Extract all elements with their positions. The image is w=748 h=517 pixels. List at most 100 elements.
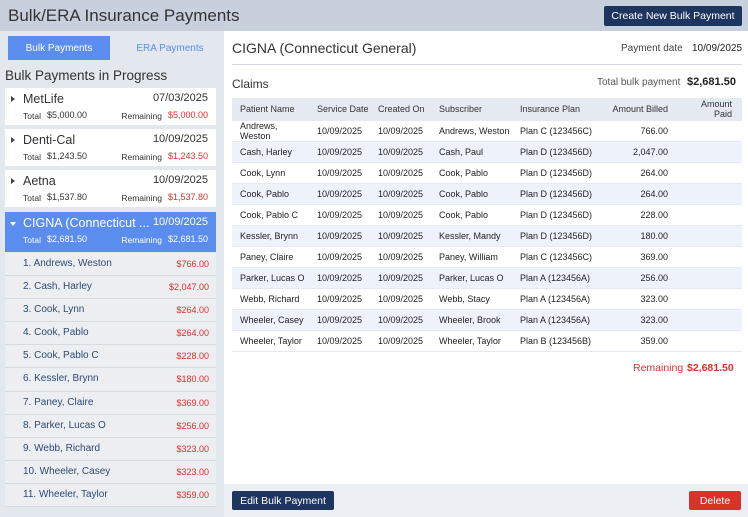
payment-card[interactable]: Denti-Cal10/09/2025Total$1,243.50Remaini… [5,129,216,166]
claim-item[interactable]: 4. Cook, Pablo$264.00 [5,322,216,345]
tab[interactable]: ERA Payments [120,36,220,60]
claim-item[interactable]: 3. Cook, Lynn$264.00 [5,299,216,322]
create-button[interactable]: Create New Bulk Payment [604,6,742,26]
table-row[interactable]: Cash, Harley10/09/202510/09/2025Cash, Pa… [232,141,742,162]
table-cell: 359.00 [598,330,678,351]
claim-item[interactable]: 9. Webb, Richard$323.00 [5,438,216,461]
table-cell: Parker, Lucas O [431,267,512,288]
table-cell: Cook, Pablo [431,183,512,204]
table-cell: 10/09/2025 [370,204,431,225]
table-cell: Plan A (123456A) [512,267,598,288]
claim-item[interactable]: 7. Paney, Claire$369.00 [5,392,216,415]
table-row[interactable]: Parker, Lucas O10/09/202510/09/2025Parke… [232,267,742,288]
table-cell: 10/09/2025 [309,288,370,309]
tab-active[interactable]: Bulk Payments [8,36,110,60]
table-cell: 10/09/2025 [309,246,370,267]
table-cell: 10/09/2025 [309,141,370,162]
table-cell: Wheeler, Brook [431,309,512,330]
claim-item[interactable]: 6. Kessler, Brynn$180.00 [5,368,216,391]
payment-date: 10/09/2025 [153,216,208,228]
column-header: Insurance Plan [512,98,598,120]
claim-amount: $323.00 [176,467,209,477]
claim-item[interactable]: 11. Wheeler, Taylor$359.00 [5,484,216,507]
claim-label: 7. Paney, Claire [23,397,93,408]
claims-list: 1. Andrews, Weston$766.002. Cash, Harley… [5,253,216,507]
table-row[interactable]: Wheeler, Casey10/09/202510/09/2025Wheele… [232,309,742,330]
header: Bulk/ERA Insurance Payments Create New B… [0,0,748,31]
claim-item[interactable]: 1. Andrews, Weston$766.00 [5,253,216,276]
total-label: Total [23,152,41,162]
payment-card[interactable]: CIGNA (Connecticut ...10/09/2025Total$2,… [5,212,216,252]
table-cell: 10/09/2025 [370,225,431,246]
table-row[interactable]: Cook, Lynn10/09/202510/09/2025Cook, Pabl… [232,162,742,183]
table-cell: 766.00 [598,120,678,141]
table-cell: Wheeler, Taylor [232,330,309,351]
claim-label: 6. Kessler, Brynn [23,373,99,384]
payment-card[interactable]: MetLife07/03/2025Total$5,000.00Remaining… [5,88,216,125]
table-cell: 369.00 [598,246,678,267]
claim-item[interactable]: 10. Wheeler, Casey$323.00 [5,461,216,484]
total-label: Total bulk payment [597,77,680,88]
payment-date-label: Payment date [621,43,683,54]
payment-date: 10/09/2025 [692,43,742,54]
footer: Edit Bulk Payment Delete [224,484,748,517]
table-cell: Cook, Pablo [431,162,512,183]
payer-name: Denti-Cal [23,133,75,147]
table-cell: Kessler, Brynn [232,225,309,246]
payment-card[interactable]: Aetna10/09/2025Total$1,537.80Remaining$1… [5,170,216,207]
table-cell: Plan D (123456D) [512,141,598,162]
table-cell: 10/09/2025 [370,267,431,288]
claim-item[interactable]: 2. Cash, Harley$2,047.00 [5,276,216,299]
table-row[interactable]: Andrews, Weston10/09/202510/09/2025Andre… [232,120,742,141]
table-cell: Paney, William [431,246,512,267]
table-cell [678,120,742,141]
delete-button[interactable]: Delete [689,491,741,510]
table-cell: 10/09/2025 [309,204,370,225]
table-cell: Wheeler, Casey [232,309,309,330]
total-label: Total [23,235,41,245]
edit-button[interactable]: Edit Bulk Payment [232,491,334,510]
payer-name: CIGNA (Connecticut ... [23,216,149,230]
total-label: Total [23,111,41,121]
table-row[interactable]: Paney, Claire10/09/202510/09/2025Paney, … [232,246,742,267]
table-row[interactable]: Webb, Richard10/09/202510/09/2025Webb, S… [232,288,742,309]
table-cell: Cook, Pablo C [232,204,309,225]
payment-date: 07/03/2025 [153,92,208,104]
table-cell: Kessler, Mandy [431,225,512,246]
table-cell: 10/09/2025 [370,288,431,309]
table-cell: 323.00 [598,309,678,330]
table-cell: Plan A (123456A) [512,288,598,309]
payment-date: 10/09/2025 [153,174,208,186]
column-header: Created On [370,98,431,120]
claim-label: 5. Cook, Pablo C [23,350,99,361]
table-cell: Cook, Pablo [232,183,309,204]
table-cell: 10/09/2025 [370,246,431,267]
total: $1,537.80 [47,192,87,202]
table-cell: Plan D (123456D) [512,204,598,225]
table-cell: Parker, Lucas O [232,267,309,288]
table-row[interactable]: Kessler, Brynn10/09/202510/09/2025Kessle… [232,225,742,246]
table-cell [678,288,742,309]
table-cell: 10/09/2025 [370,141,431,162]
table-row[interactable]: Wheeler, Taylor10/09/202510/09/2025Wheel… [232,330,742,351]
claim-label: 4. Cook, Pablo [23,327,89,338]
claim-item[interactable]: 5. Cook, Pablo C$228.00 [5,345,216,368]
table-cell [678,141,742,162]
table-cell: Paney, Claire [232,246,309,267]
table-cell: Webb, Stacy [431,288,512,309]
remaining-label: Remaining [121,152,162,162]
table-cell: 10/09/2025 [309,330,370,351]
claim-item[interactable]: 8. Parker, Lucas O$256.00 [5,415,216,438]
table-row[interactable]: Cook, Pablo C10/09/202510/09/2025Cook, P… [232,204,742,225]
claim-label: 9. Webb, Richard [23,443,100,454]
claim-label: 8. Parker, Lucas O [23,420,106,431]
table-cell: 323.00 [598,288,678,309]
column-header: Amount Billed [598,98,678,120]
total-label: Total [23,193,41,203]
claims-table: Patient NameService DateCreated OnSubscr… [232,98,742,352]
table-row[interactable]: Cook, Pablo10/09/202510/09/2025Cook, Pab… [232,183,742,204]
remaining: $1,243.50 [168,151,208,161]
claim-amount: $766.00 [176,259,209,269]
table-cell [678,162,742,183]
total: $1,243.50 [47,151,87,161]
